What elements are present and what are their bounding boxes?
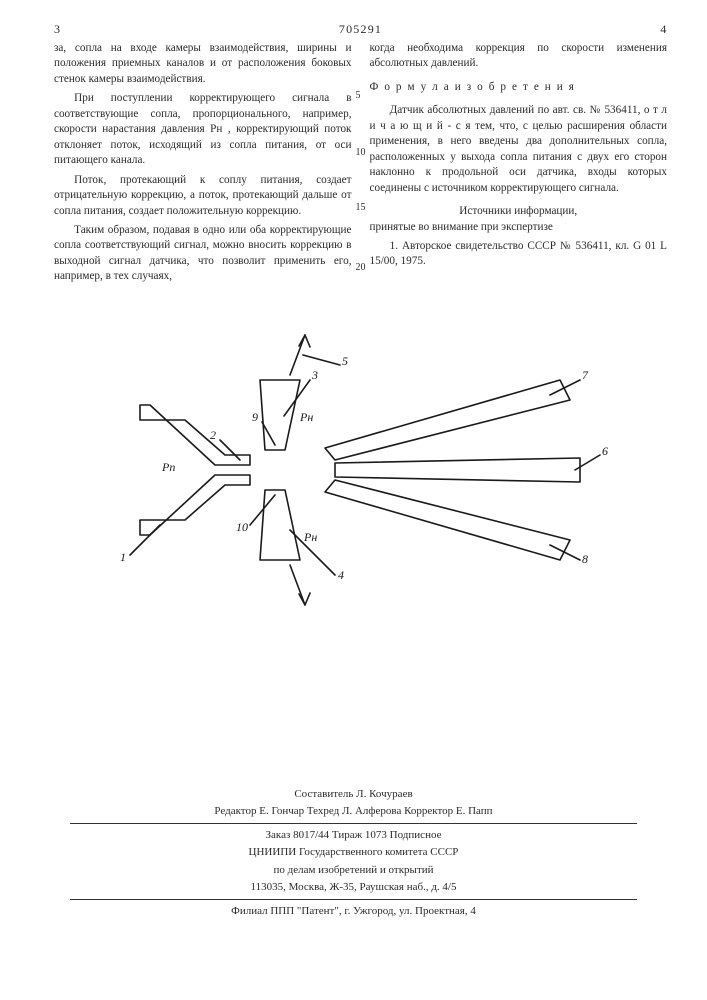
formula-heading: Ф о р м у л а и з о б р е т е н и я: [370, 80, 668, 95]
fig-label-4: 4: [338, 568, 344, 583]
left-p4: Таким образом, подавая в одно или оба ко…: [54, 223, 352, 285]
colophon: Составитель Л. Кочураев Редактор Е. Гонч…: [0, 785, 707, 921]
fig-label-8: 8: [582, 552, 588, 567]
colophon-org1: ЦНИИПИ Государственного комитета СССР: [0, 844, 707, 861]
fig-label-1: 1: [120, 550, 126, 565]
fig-label-3: 3: [312, 368, 318, 383]
patent-page: 3 705291 4 за, сопла на входе камеры вза…: [0, 0, 707, 1000]
fig-label-6: 6: [602, 444, 608, 459]
fig-label-2: 2: [210, 428, 216, 443]
colophon-staff: Редактор Е. Гончар Техред Л. Алферова Ко…: [0, 803, 707, 820]
right-p1: когда необходима коррекция по скорости и…: [370, 41, 668, 72]
patent-figure: 1 2 3 4 5 6 7 8 9 10 Pп Pн Pн: [90, 320, 620, 620]
ln-15: 15: [356, 201, 366, 215]
left-column: за, сопла на входе камеры взаимодействия…: [54, 41, 352, 289]
sources-heading: Источники информации,: [370, 204, 668, 219]
sources-sub: принятые во внимание при экспертизе: [370, 220, 668, 235]
colophon-branch: Филиал ППП "Патент", г. Ужгород, ул. Про…: [0, 903, 707, 920]
right-p2: Датчик абсолютных давлений по авт. св. №…: [370, 103, 668, 196]
fig-label-10: 10: [236, 520, 248, 535]
fig-label-Pn: Pп: [162, 460, 175, 475]
page-header: 3 705291 4: [54, 22, 667, 37]
left-p2: При поступлении корректирующего сигнала …: [54, 91, 352, 168]
right-column: 5 10 15 20 когда необходима коррекция по…: [370, 41, 668, 289]
colophon-compiler: Составитель Л. Кочураев: [0, 786, 707, 803]
source-1: 1. Авторское свидетельство СССР № 536411…: [370, 239, 668, 270]
ln-5: 5: [356, 89, 361, 103]
page-num-right: 4: [660, 22, 667, 37]
two-column-body: за, сопла на входе камеры взаимодействия…: [54, 41, 667, 289]
left-p1: за, сопла на входе камеры взаимодействия…: [54, 41, 352, 87]
colophon-org2: по делам изобретений и открытий: [0, 862, 707, 879]
fig-label-9: 9: [252, 410, 258, 425]
fig-label-Ph-bot: Pн: [304, 530, 317, 545]
fig-label-Ph-top: Pн: [300, 410, 313, 425]
ln-10: 10: [356, 146, 366, 160]
rule-2: [70, 899, 637, 900]
page-num-left: 3: [54, 22, 61, 37]
rule-1: [70, 823, 637, 824]
ln-20: 20: [356, 261, 366, 275]
fig-label-5: 5: [342, 354, 348, 369]
left-p3: Поток, протекающий к соплу питания, созд…: [54, 173, 352, 219]
colophon-addr: 113035, Москва, Ж-35, Раушская наб., д. …: [0, 879, 707, 896]
colophon-order: Заказ 8017/44 Тираж 1073 Подписное: [0, 827, 707, 844]
patent-number: 705291: [339, 22, 382, 37]
fig-label-7: 7: [582, 368, 588, 383]
